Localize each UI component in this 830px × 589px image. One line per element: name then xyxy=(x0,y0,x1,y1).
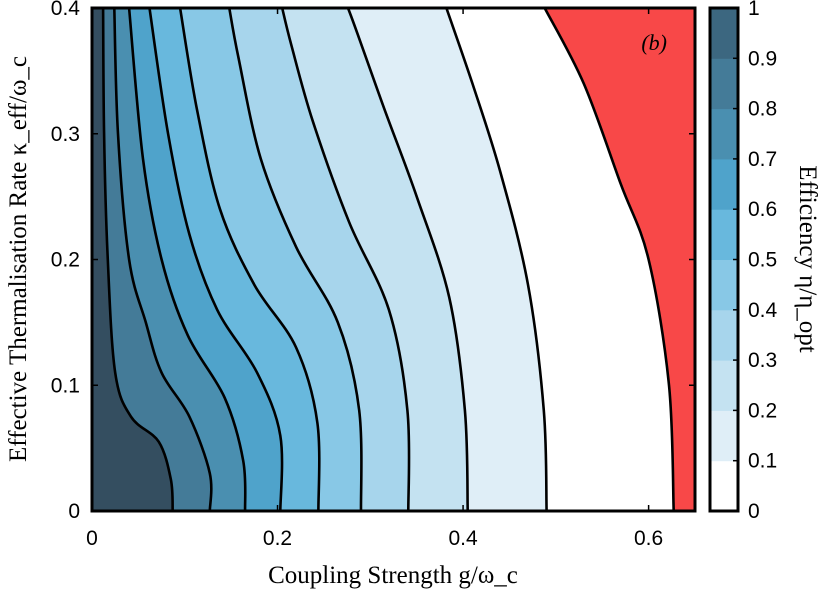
contour-line-0.1 xyxy=(445,8,548,511)
colorbar-tick-label: 1 xyxy=(748,0,760,20)
y-axis: 0 0.1 0.2 0.3 0.4 xyxy=(51,0,695,523)
colorbar-label: Efficiency η/η_opt xyxy=(794,165,821,352)
contour-line-0.6 xyxy=(148,8,284,511)
band-negative xyxy=(544,8,695,511)
colorbar-tick-label: 0.9 xyxy=(748,47,777,70)
x-tick-label: 0.2 xyxy=(263,527,292,550)
y-tick-label: 0.1 xyxy=(51,374,80,397)
colorbar-tick-label: 0.2 xyxy=(748,399,777,422)
colorbar-swatch xyxy=(710,209,738,260)
contour-line-0.2 xyxy=(346,8,469,511)
y-tick-label: 0 xyxy=(68,500,80,523)
x-tick-label: 0 xyxy=(86,527,98,550)
contour-line-0 xyxy=(543,8,675,511)
colorbar: 0 0.1 0.2 0.3 0.4 0.5 0.6 0.7 0.8 0.9 1 xyxy=(708,0,778,523)
colorbar-tick-label: 0.6 xyxy=(748,198,777,221)
y-axis-label: Effective Thermalisation Rate κ_eff/ω_c xyxy=(5,56,32,462)
y-tick-label: 0.4 xyxy=(51,0,81,20)
colorbar-swatch xyxy=(710,108,738,160)
colorbar-tick-label: 0.7 xyxy=(748,148,777,171)
colorbar-swatch xyxy=(710,309,738,361)
colorbar-tick-label: 0.3 xyxy=(748,349,777,372)
contour-line-0.7 xyxy=(127,8,247,511)
x-axis-label: Coupling Strength g/ω_c xyxy=(268,562,518,589)
colorbar-tick-label: 0.4 xyxy=(748,299,778,322)
x-tick-label: 0.6 xyxy=(634,527,663,550)
y-tick-label: 0.2 xyxy=(51,249,80,272)
contour-line-0.8 xyxy=(113,8,213,511)
contour-lines xyxy=(101,8,675,511)
colorbar-swatch xyxy=(710,410,738,462)
colorbar-swatch xyxy=(710,360,738,411)
contour-line-0.3 xyxy=(280,8,411,511)
x-axis: 0 0.2 0.4 0.6 xyxy=(86,8,663,550)
contour-line-0.9 xyxy=(101,8,174,511)
contour-line-0.5 xyxy=(178,8,321,511)
y-tick-label: 0.3 xyxy=(51,123,80,146)
colorbar-tick-label: 0.8 xyxy=(748,98,777,121)
panel-label: (b) xyxy=(641,30,667,55)
contour-fills xyxy=(92,8,695,511)
contour-line-0.4 xyxy=(228,8,363,511)
colorbar-swatch xyxy=(710,8,738,59)
colorbar-tick-label: 0 xyxy=(748,500,760,523)
colorbar-swatch xyxy=(710,259,738,311)
colorbar-swatch xyxy=(710,158,738,210)
colorbar-tick-label: 0.5 xyxy=(748,249,777,272)
x-tick-label: 0.4 xyxy=(448,527,478,550)
colorbar-tick-label: 0.1 xyxy=(748,450,777,473)
colorbar-swatch xyxy=(710,460,738,512)
colorbar-swatch xyxy=(710,58,738,110)
